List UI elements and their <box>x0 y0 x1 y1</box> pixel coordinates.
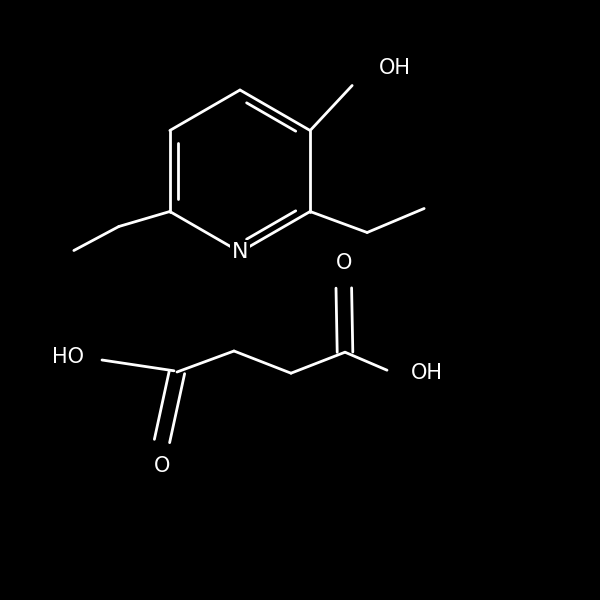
Text: N: N <box>232 242 248 262</box>
Text: HO: HO <box>52 347 84 367</box>
Text: O: O <box>154 456 170 476</box>
Text: OH: OH <box>411 363 443 383</box>
Text: O: O <box>335 253 352 273</box>
Text: OH: OH <box>379 58 411 77</box>
